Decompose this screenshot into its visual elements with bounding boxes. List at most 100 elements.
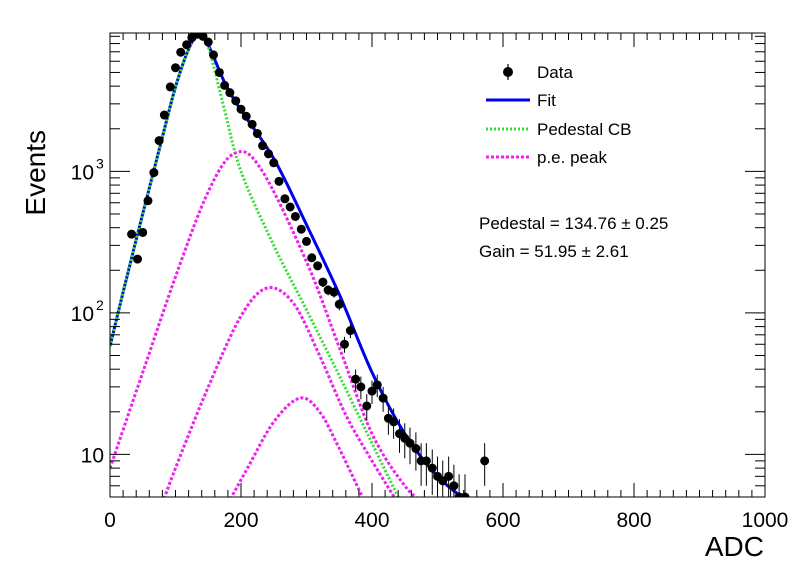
data-point	[133, 254, 143, 264]
data-point	[329, 287, 339, 298]
data-point-marker	[290, 211, 300, 221]
data-point	[362, 394, 372, 421]
data-point	[143, 196, 153, 206]
data-point	[274, 176, 284, 186]
data-point	[247, 119, 257, 129]
data-point	[159, 110, 169, 120]
data-point	[269, 158, 279, 168]
data-point-marker	[345, 326, 355, 336]
data-point-marker	[405, 438, 415, 448]
data-point-marker	[302, 236, 311, 246]
data-point	[290, 211, 300, 221]
data-point-marker	[449, 481, 459, 491]
legend-data-marker	[503, 67, 513, 77]
data-point	[285, 202, 295, 212]
data-point	[307, 253, 317, 263]
data-point	[127, 229, 137, 239]
data-point-marker	[225, 88, 235, 98]
data-point-marker	[411, 444, 421, 454]
data-point-marker	[356, 382, 366, 392]
legend-item-pe-peak: p.e. peak	[486, 148, 607, 167]
x-tick-label: 800	[616, 509, 651, 532]
legend: Data Fit Pedestal CB p.e. peak	[486, 63, 632, 167]
data-point	[225, 88, 235, 98]
data-point-marker	[269, 158, 279, 168]
data-point-marker	[444, 471, 454, 481]
data-point-marker	[351, 374, 361, 384]
data-point-marker	[241, 111, 251, 121]
data-point-marker	[159, 110, 169, 120]
data-point	[480, 443, 490, 486]
data-point-marker	[274, 176, 284, 186]
legend-label-fit: Fit	[537, 91, 556, 110]
legend-label-pedestal: Pedestal CB	[537, 120, 632, 139]
data-point	[372, 374, 382, 398]
data-point	[220, 80, 230, 90]
x-tick-label: 600	[485, 509, 520, 532]
data-point	[258, 141, 268, 151]
legend-label-pe-peak: p.e. peak	[537, 148, 607, 167]
data-point-marker	[154, 136, 164, 146]
data-point-marker	[372, 380, 382, 390]
data-point	[444, 456, 454, 497]
data-point	[389, 408, 399, 439]
data-point	[411, 432, 421, 471]
data-point	[427, 449, 437, 495]
y-tick-exponent: 3	[96, 155, 104, 171]
data-point-marker	[247, 119, 257, 129]
data-point-marker	[208, 50, 218, 60]
data-point	[405, 427, 415, 465]
data-point-marker	[334, 299, 344, 309]
data-points-layer	[127, 33, 490, 497]
data-point-marker	[264, 149, 274, 159]
data-point-marker	[258, 141, 268, 151]
data-point-marker	[176, 47, 186, 57]
data-point-marker	[182, 40, 192, 50]
series-p-e-peak-2-curve	[163, 286, 396, 497]
data-point	[252, 129, 262, 139]
data-point-marker	[339, 339, 349, 349]
data-point-marker	[460, 492, 470, 497]
data-point-marker	[127, 229, 137, 239]
y-tick-label: 10	[71, 161, 94, 184]
data-point-marker	[367, 386, 377, 396]
series-p-e-peak-3-curve	[229, 396, 365, 497]
data-point	[449, 464, 459, 497]
annotation-pedestal: Pedestal = 134.76 ± 0.25	[479, 214, 668, 233]
data-point-marker	[171, 63, 180, 73]
data-point	[367, 380, 377, 404]
data-point-marker	[214, 67, 224, 77]
data-point	[318, 277, 328, 288]
data-point-marker	[231, 96, 241, 106]
data-point	[154, 136, 164, 146]
data-point	[356, 376, 366, 400]
data-point-marker	[165, 82, 175, 92]
data-point-marker	[427, 463, 437, 473]
data-point	[182, 40, 192, 50]
y-tick-label: 10	[81, 444, 104, 467]
data-point	[378, 386, 388, 412]
data-point-marker	[307, 253, 317, 263]
data-point	[165, 82, 175, 92]
data-point-marker	[252, 129, 262, 139]
plot-frame	[109, 32, 766, 498]
data-point	[460, 474, 470, 497]
data-point	[214, 67, 224, 77]
data-point-marker	[285, 202, 295, 212]
data-point	[171, 63, 180, 73]
y-tick-exponent: 2	[96, 297, 104, 313]
data-point	[302, 236, 311, 246]
data-point	[264, 149, 274, 159]
data-point	[231, 96, 241, 106]
data-point	[241, 111, 251, 121]
data-point-marker	[220, 80, 230, 90]
y-tick-label: 10	[71, 303, 94, 326]
data-point-marker	[203, 37, 213, 47]
data-point-marker	[143, 196, 153, 206]
data-point-marker	[280, 194, 290, 204]
legend-label-data: Data	[537, 63, 573, 82]
data-point	[149, 168, 159, 178]
legend-item-data: Data	[503, 63, 573, 82]
